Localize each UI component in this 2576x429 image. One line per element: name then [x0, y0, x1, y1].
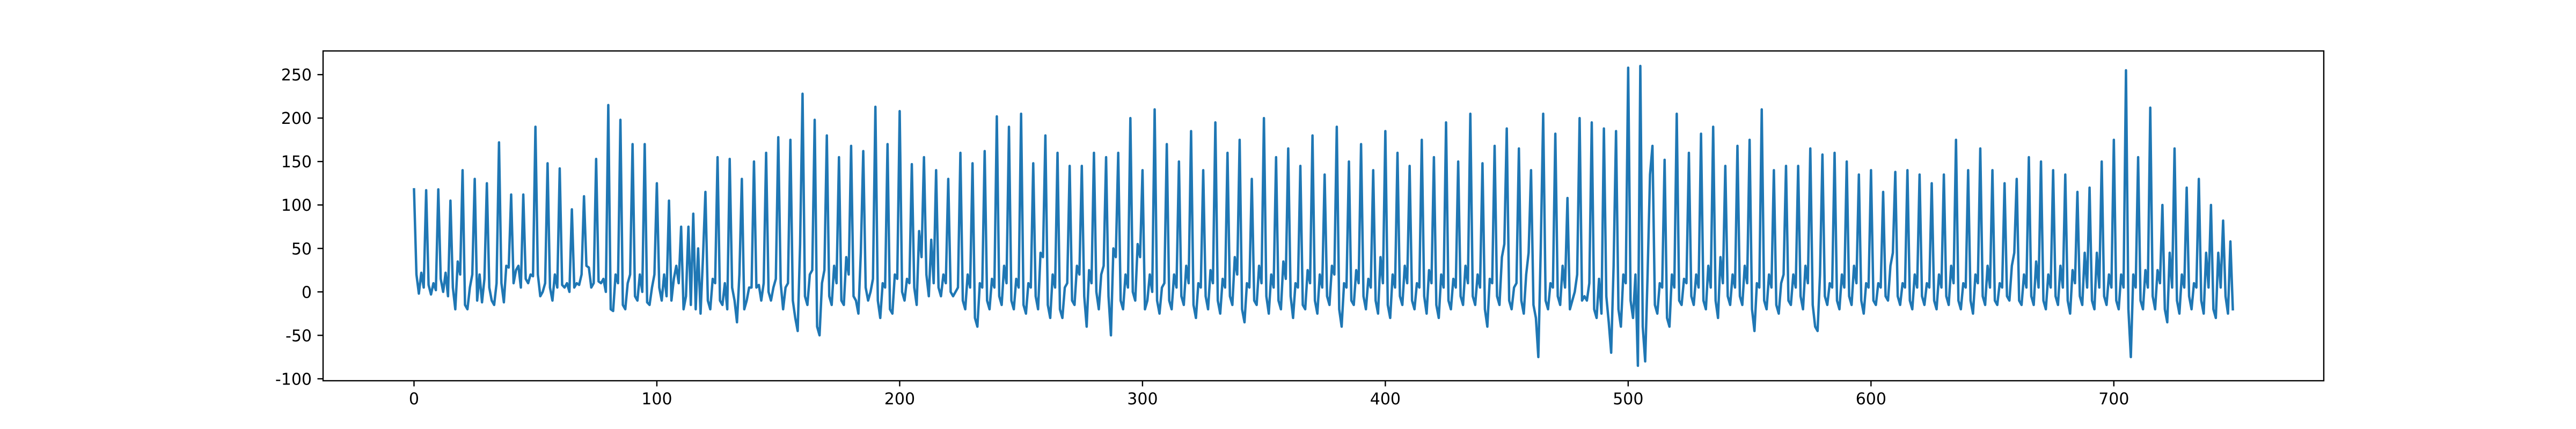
x-tick-label: 300 — [1127, 390, 1158, 409]
x-tick-label: 400 — [1370, 390, 1401, 409]
x-tick-label: 200 — [884, 390, 915, 409]
y-tick-label: 100 — [281, 196, 312, 215]
x-tick-label: 0 — [409, 390, 419, 409]
x-tick-label: 600 — [1856, 390, 1886, 409]
y-tick-label: 250 — [281, 66, 312, 85]
y-tick-label: -100 — [275, 370, 312, 389]
y-tick-label: 0 — [302, 283, 312, 302]
x-tick-label: 500 — [1613, 390, 1643, 409]
y-tick-label: 200 — [281, 109, 312, 128]
y-tick-label: 150 — [281, 153, 312, 172]
axes-frame — [322, 50, 2325, 382]
y-tick-label: -50 — [286, 327, 312, 345]
y-tick-label: 50 — [291, 240, 312, 258]
x-tick-label: 700 — [2098, 390, 2129, 409]
x-tick-label: 100 — [641, 390, 672, 409]
line-series — [413, 64, 2234, 367]
